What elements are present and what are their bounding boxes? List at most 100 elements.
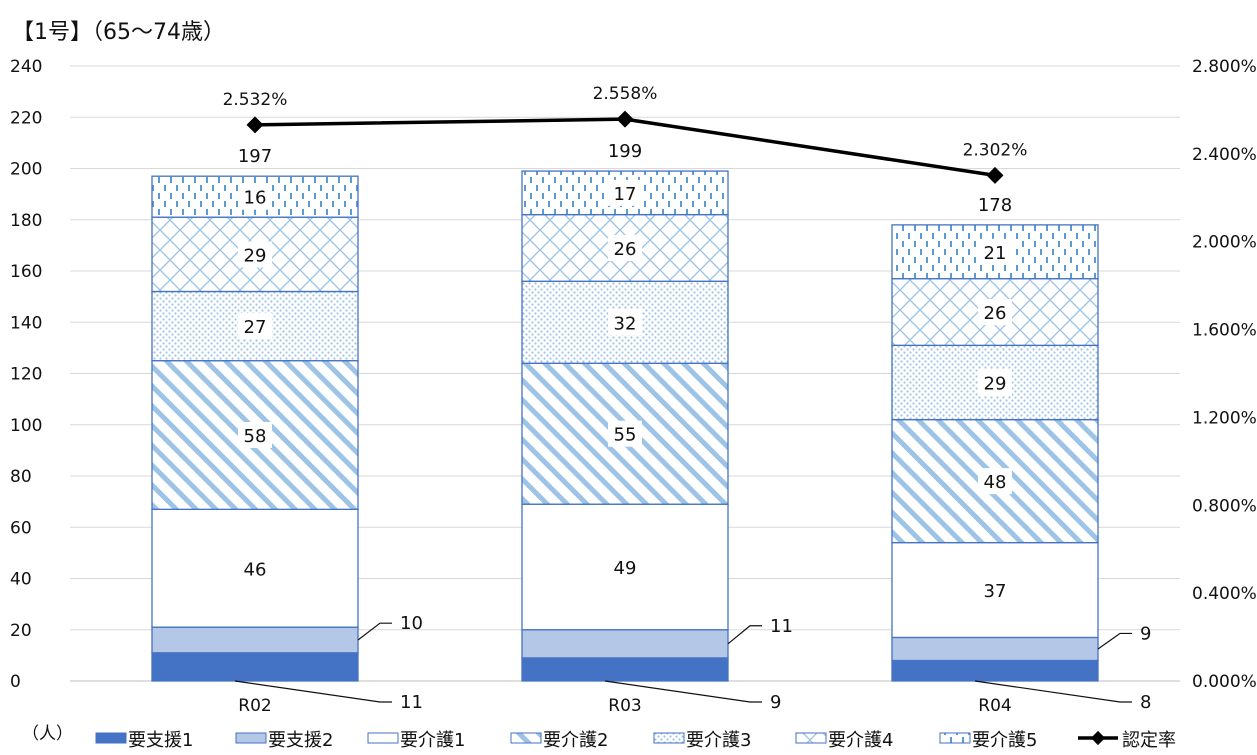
y-tick-label: 160 — [10, 262, 42, 282]
data-label: 11 — [770, 616, 793, 637]
y-tick-label: 80 — [10, 467, 32, 487]
rate-label: 2.558% — [593, 84, 658, 104]
data-label-bg — [978, 299, 1012, 325]
data-label-bg — [238, 241, 272, 268]
y2-tick-label: 2.000% — [1192, 233, 1257, 253]
data-label-bg — [608, 420, 642, 447]
x-tick-label: R02 — [238, 696, 271, 716]
leader-line — [1097, 632, 1132, 650]
data-label: 29 — [244, 245, 267, 266]
data-label: 9 — [1140, 623, 1151, 644]
y-tick-label: 140 — [10, 313, 42, 333]
data-label: 10 — [400, 613, 423, 634]
data-label-bg — [608, 234, 642, 261]
bar-segment — [891, 659, 1099, 682]
data-label: 46 — [244, 559, 267, 580]
data-label-bg — [978, 369, 1012, 396]
data-label: 58 — [244, 426, 267, 447]
y-tick-label: 240 — [10, 57, 42, 77]
data-label: 8 — [1140, 692, 1151, 713]
data-label: 11 — [400, 692, 423, 713]
data-label: 16 — [244, 188, 267, 209]
leader-line — [974, 680, 1132, 703]
rate-marker — [246, 116, 264, 134]
data-label-bg — [238, 422, 272, 448]
y-tick-label: 20 — [10, 621, 32, 641]
rate-marker — [986, 166, 1004, 184]
leader-line — [727, 625, 762, 645]
data-label-bg — [978, 238, 1012, 265]
bar-segment — [151, 626, 359, 654]
data-label-bg — [608, 309, 642, 336]
legend-line-marker — [1090, 730, 1106, 746]
bar-segment — [891, 541, 1099, 639]
data-label: 55 — [614, 425, 637, 446]
bar-segment — [891, 636, 1099, 662]
legend-swatch — [95, 732, 127, 744]
total-label: 197 — [238, 146, 272, 167]
legend-label: 要介護5 — [972, 730, 1037, 751]
y-tick-label: 220 — [10, 108, 42, 128]
rate-label: 2.532% — [223, 90, 288, 110]
leader-line — [234, 680, 392, 703]
legend-label: 認定率 — [1122, 730, 1176, 751]
bar-segment — [521, 657, 729, 682]
y2-tick-label: 0.800% — [1192, 496, 1257, 516]
y2-tick-label: 0.000% — [1192, 672, 1257, 692]
data-label: 49 — [614, 558, 637, 579]
total-label: 178 — [978, 195, 1012, 216]
legend-swatch — [939, 732, 971, 744]
data-label: 26 — [984, 303, 1007, 324]
bar-segment — [521, 629, 729, 659]
data-label-bg — [238, 313, 272, 340]
legend-swatch — [235, 732, 267, 744]
y2-tick-label: 1.200% — [1192, 408, 1257, 428]
y2-tick-label: 0.400% — [1192, 584, 1257, 604]
total-label: 199 — [608, 141, 642, 162]
data-label: 48 — [984, 472, 1007, 493]
rate-marker — [616, 110, 634, 128]
x-tick-label: R03 — [608, 696, 641, 716]
y-tick-label: 120 — [10, 365, 42, 385]
legend-label: 要介護1 — [400, 730, 465, 751]
y-tick-label: 100 — [10, 416, 42, 436]
data-label-bg — [608, 179, 642, 206]
legend-label: 要介護3 — [686, 730, 751, 751]
y-unit-label: （人） — [22, 724, 73, 744]
data-label: 37 — [984, 581, 1007, 602]
legend-swatch — [795, 732, 827, 744]
bar-segment — [891, 278, 1099, 346]
data-label-bg — [238, 183, 272, 210]
x-tick-label: R04 — [978, 696, 1011, 716]
data-label: 29 — [984, 373, 1007, 394]
y-tick-label: 180 — [10, 211, 42, 231]
data-label: 27 — [244, 317, 267, 338]
y-tick-label: 40 — [10, 570, 32, 590]
legend-swatch — [367, 732, 399, 744]
y2-tick-label: 2.800% — [1192, 57, 1257, 77]
leader-line — [604, 680, 762, 703]
bar-segment — [521, 503, 729, 631]
y-tick-label: 200 — [10, 160, 42, 180]
y2-tick-label: 2.400% — [1192, 145, 1257, 165]
legend-label: 要介護2 — [543, 730, 608, 751]
y-tick-label: 0 — [10, 672, 21, 692]
rate-label: 2.302% — [963, 140, 1028, 160]
legend-label: 要支援1 — [128, 730, 193, 751]
bar-segment — [151, 652, 359, 682]
data-label: 32 — [614, 313, 637, 334]
data-label: 9 — [770, 692, 781, 713]
data-label-bg — [978, 468, 1012, 495]
data-label: 21 — [984, 243, 1007, 264]
leader-line — [357, 622, 392, 641]
data-label: 26 — [614, 239, 637, 260]
legend-label: 要支援2 — [268, 730, 333, 751]
y2-tick-label: 1.600% — [1192, 321, 1257, 341]
legend-swatch — [510, 732, 542, 744]
data-label: 17 — [614, 184, 637, 205]
legend-swatch — [653, 732, 685, 744]
legend-label: 要介護4 — [828, 730, 893, 751]
chart-title: 【1号】（65〜74歳） — [12, 20, 225, 45]
y-tick-label: 60 — [10, 518, 32, 538]
